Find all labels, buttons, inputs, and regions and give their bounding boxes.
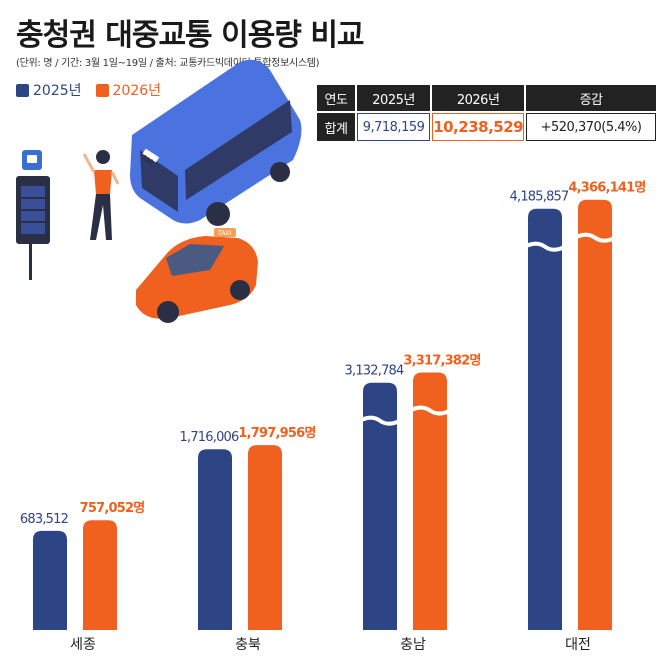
summary-header-2026: 2026년 — [432, 85, 525, 111]
bar-2025-3 — [528, 208, 562, 630]
summary-header-diff: 증감 — [526, 85, 656, 111]
summary-total-2025: 9,718,159 — [356, 113, 431, 141]
value-label-2026-2: 3,317,382명 — [403, 353, 480, 369]
summary-row-label: 합계 — [317, 113, 355, 141]
summary-header-2025: 2025년 — [356, 85, 431, 111]
bar-2025-1 — [198, 449, 232, 630]
summary-header-row: 연도 2025년 2026년 증감 — [317, 85, 656, 111]
taxi-illustration: TAXI — [136, 228, 258, 323]
legend-label-2026: 2026년 — [112, 83, 162, 99]
axis-break-2026-2 — [409, 405, 451, 416]
legend-item-2025: 2025년 — [16, 80, 82, 100]
bars-layer — [33, 199, 616, 631]
page-title: 충청권 대중교통 이용량 비교 — [16, 18, 365, 53]
legend: 2025년 2026년 — [16, 80, 161, 100]
legend-swatch-2025 — [16, 83, 29, 97]
summary-table: 연도 2025년 2026년 증감 합계 9,718,159 10,238,52… — [315, 83, 658, 143]
value-label-2026-3: 4,366,141명 — [568, 180, 645, 196]
value-label-2025-0: 683,512 — [20, 512, 68, 527]
value-label-2025-1: 1,716,006 — [180, 430, 239, 445]
bar-2026-1 — [248, 445, 282, 630]
summary-diff: +520,370(5.4%) — [526, 113, 656, 141]
category-label-2: 충남 — [400, 637, 426, 653]
legend-item-2026: 2026년 — [95, 80, 162, 100]
legend-swatch-2026 — [95, 83, 109, 97]
bar-2026-0 — [83, 520, 117, 630]
value-label-2026-0: 757,052명 — [80, 500, 145, 516]
summary-header-year: 연도 — [317, 85, 355, 111]
value-label-2025-2: 3,132,784 — [345, 364, 404, 379]
category-label-3: 대전 — [565, 637, 591, 653]
bus-illustration: 310 — [130, 59, 302, 226]
page-subtitle: (단위: 명 / 기간: 3월 1일~19일 / 출처: 교통카드빅데이터 통합… — [16, 58, 320, 69]
legend-label-2025: 2025년 — [33, 83, 82, 99]
value-label-2026-1: 1,797,956명 — [238, 425, 315, 441]
axis-break-2026-3 — [574, 232, 616, 243]
value-label-2025-3: 4,185,857 — [510, 190, 569, 205]
summary-total-2026: 10,238,529 — [432, 113, 525, 141]
category-label-1: 충북 — [235, 637, 261, 653]
taxi-sign: TAXI — [217, 230, 231, 237]
bus-stop-illustration — [16, 150, 50, 280]
axis-break-2025-3 — [524, 241, 566, 252]
bar-2026-3 — [578, 199, 612, 631]
bar-2025-2 — [363, 382, 397, 630]
axis-break-2025-2 — [359, 415, 401, 426]
category-label-0: 세종 — [70, 637, 96, 653]
bar-2025-0 — [33, 530, 67, 630]
bar-2026-2 — [413, 372, 447, 630]
person-illustration — [82, 150, 120, 240]
summary-total-row: 합계 9,718,159 10,238,529 +520,370(5.4%) — [317, 113, 656, 141]
